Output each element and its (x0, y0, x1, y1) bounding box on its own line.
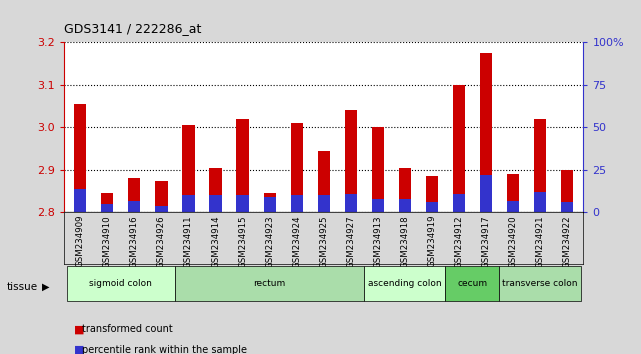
Text: rectum: rectum (253, 279, 286, 288)
Bar (345, 110, 357, 212)
Bar (507, 200, 519, 212)
Text: percentile rank within the sample: percentile rank within the sample (82, 345, 247, 354)
Text: sigmoid colon: sigmoid colon (90, 279, 153, 288)
Bar (453, 194, 465, 212)
Text: GSM234919: GSM234919 (428, 215, 437, 268)
Text: GSM234924: GSM234924 (292, 215, 301, 268)
Text: GDS3141 / 222286_at: GDS3141 / 222286_at (64, 22, 201, 35)
Text: transformed count: transformed count (82, 324, 173, 334)
Bar (74, 189, 87, 212)
Text: GSM234927: GSM234927 (346, 215, 355, 268)
Bar (210, 168, 222, 212)
Bar (480, 53, 492, 212)
Text: GSM234915: GSM234915 (238, 215, 247, 268)
Bar (263, 197, 276, 212)
Bar (499, 266, 581, 301)
Bar (426, 202, 438, 212)
Bar (534, 119, 546, 212)
Bar (101, 204, 113, 212)
Bar (318, 195, 329, 212)
Text: GSM234910: GSM234910 (103, 215, 112, 268)
Text: GSM234912: GSM234912 (454, 215, 463, 268)
Text: GSM234922: GSM234922 (563, 215, 572, 268)
Text: ■: ■ (74, 324, 84, 334)
Text: GSM234916: GSM234916 (130, 215, 139, 268)
Bar (155, 181, 167, 212)
Bar (561, 202, 573, 212)
Bar (290, 195, 303, 212)
Bar (128, 178, 140, 212)
Bar (534, 192, 546, 212)
Text: ▶: ▶ (42, 282, 49, 292)
Bar (364, 266, 445, 301)
Text: GSM234923: GSM234923 (265, 215, 274, 268)
Bar (290, 123, 303, 212)
Bar (453, 85, 465, 212)
Bar (318, 151, 329, 212)
Bar (445, 266, 499, 301)
Bar (175, 266, 364, 301)
Text: GSM234925: GSM234925 (319, 215, 328, 268)
Bar (507, 174, 519, 212)
Bar (101, 193, 113, 212)
Bar (155, 206, 167, 212)
Bar (372, 199, 384, 212)
Bar (263, 193, 276, 212)
Text: GSM234926: GSM234926 (157, 215, 166, 268)
Bar (74, 104, 87, 212)
Bar (345, 194, 357, 212)
Bar (183, 125, 195, 212)
Text: transverse colon: transverse colon (503, 279, 578, 288)
Bar (399, 168, 411, 212)
Text: GSM234918: GSM234918 (401, 215, 410, 268)
Bar (237, 195, 249, 212)
Bar (426, 176, 438, 212)
Text: GSM234920: GSM234920 (508, 215, 517, 268)
Bar (128, 200, 140, 212)
Bar (399, 199, 411, 212)
Bar (561, 170, 573, 212)
Text: cecum: cecum (458, 279, 488, 288)
Text: ascending colon: ascending colon (368, 279, 442, 288)
Text: tissue: tissue (6, 282, 38, 292)
Bar (480, 175, 492, 212)
Text: GSM234913: GSM234913 (373, 215, 382, 268)
Text: ■: ■ (74, 345, 84, 354)
Bar (372, 127, 384, 212)
Bar (210, 195, 222, 212)
Text: GSM234909: GSM234909 (76, 215, 85, 268)
Text: GSM234914: GSM234914 (211, 215, 220, 268)
Bar (237, 119, 249, 212)
Text: GSM234921: GSM234921 (535, 215, 545, 268)
Bar (183, 195, 195, 212)
Text: GSM234911: GSM234911 (184, 215, 193, 268)
Bar (67, 266, 175, 301)
Text: GSM234917: GSM234917 (481, 215, 490, 268)
